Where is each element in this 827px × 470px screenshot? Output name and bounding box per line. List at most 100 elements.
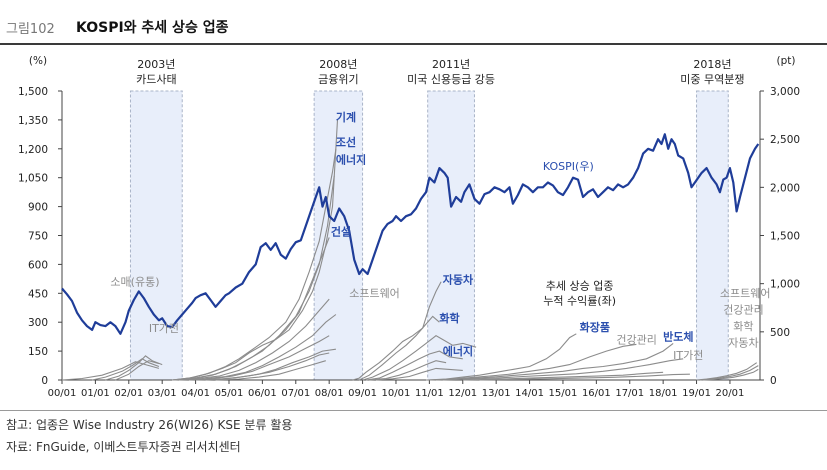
right-tick-label: 2,500 bbox=[770, 134, 800, 146]
sector-label: 건설 bbox=[331, 225, 351, 239]
shaded-period-year: 2008년 bbox=[319, 58, 357, 71]
sector-label: IT가전 bbox=[673, 349, 703, 362]
sector-label: 에너지 bbox=[336, 152, 366, 166]
shaded-period-year: 2018년 bbox=[693, 58, 731, 71]
left-tick-label: 450 bbox=[28, 288, 48, 300]
right-tick-label: 3,000 bbox=[770, 86, 800, 98]
sector-line-25 bbox=[479, 373, 690, 381]
sector-line-3 bbox=[115, 360, 160, 381]
sector-line-7 bbox=[172, 237, 330, 381]
left-tick-label: 1,350 bbox=[18, 115, 48, 127]
x-tick-label: 05/01 bbox=[215, 388, 244, 399]
left-tick-label: 600 bbox=[28, 259, 48, 271]
sector-line-2 bbox=[105, 355, 163, 381]
sector-line-24 bbox=[462, 371, 664, 381]
x-tick-label: 08/01 bbox=[315, 388, 344, 399]
x-tick-label: 06/01 bbox=[248, 388, 277, 399]
sector-label: 에너지 bbox=[443, 344, 473, 358]
header-divider bbox=[0, 43, 827, 45]
x-tick-label: 20/01 bbox=[716, 388, 745, 399]
sector-line-23 bbox=[442, 358, 684, 381]
source-note: 자료: FnGuide, 이베스트투자증권 리서치센터 bbox=[6, 440, 241, 454]
left-tick-label: 1,200 bbox=[18, 144, 48, 156]
shaded-period-2 bbox=[427, 90, 475, 381]
x-tick-label: 19/01 bbox=[682, 388, 711, 399]
sector-line-18 bbox=[369, 360, 447, 381]
x-tick-label: 11/01 bbox=[415, 388, 444, 399]
right-tick-label: 500 bbox=[770, 327, 790, 339]
sector-line-0 bbox=[61, 361, 160, 381]
sector-line-21 bbox=[429, 343, 637, 381]
sector-label: 화장품 bbox=[580, 320, 610, 334]
sector-label: 건강관리 bbox=[723, 304, 763, 317]
x-tick-label: 18/01 bbox=[649, 388, 678, 399]
x-tick-label: 02/01 bbox=[114, 388, 143, 399]
figure-number: 그림102 bbox=[6, 22, 55, 37]
sector-line-20 bbox=[425, 333, 577, 381]
sector-label: 반도체 bbox=[663, 330, 693, 344]
right-tick-label: 1,000 bbox=[770, 279, 800, 291]
left-tick-label: 0 bbox=[41, 375, 48, 387]
sector-line-12 bbox=[205, 352, 330, 381]
sector-line-5 bbox=[172, 148, 337, 381]
x-tick-label: 13/01 bbox=[482, 388, 511, 399]
sector-line-10 bbox=[188, 335, 330, 381]
shaded-period-label: 미국 신용등급 강등 bbox=[407, 73, 495, 86]
x-tick-label: 12/01 bbox=[448, 388, 477, 399]
x-tick-label: 07/01 bbox=[281, 388, 310, 399]
x-tick-label: 00/01 bbox=[48, 388, 77, 399]
sector-line-14 bbox=[352, 281, 442, 381]
sector-line-22 bbox=[435, 342, 674, 381]
sector-label: 조선 bbox=[336, 135, 356, 149]
sector-line-19 bbox=[375, 367, 463, 381]
reference-note: 참고: 업종은 Wise Industry 26(WI26) KSE 분류 활용 bbox=[6, 418, 293, 432]
right-axis-unit: (pt) bbox=[777, 55, 796, 67]
left-tick-label: 1,500 bbox=[18, 86, 48, 98]
figure-title: KOSPI와 추세 상승 업종 bbox=[76, 20, 229, 36]
sector-line-15 bbox=[358, 315, 440, 381]
shaded-period-year: 2003년 bbox=[137, 58, 175, 71]
x-tick-label: 16/01 bbox=[582, 388, 611, 399]
sector-line-13 bbox=[215, 360, 326, 381]
sector-label: 소프트웨어 bbox=[349, 287, 400, 300]
shaded-period-0 bbox=[129, 90, 183, 381]
left-tick-label: 300 bbox=[28, 317, 48, 329]
shaded-period-year: 2011년 bbox=[432, 58, 470, 71]
sector-line-17 bbox=[365, 350, 463, 381]
sector-line-9 bbox=[178, 314, 337, 381]
shaded-period-label: 카드사태 bbox=[136, 73, 176, 86]
left-tick-label: 150 bbox=[28, 346, 48, 358]
left-tick-label: 750 bbox=[28, 231, 48, 243]
sector-line-4 bbox=[172, 119, 339, 381]
sector-label: 기계 bbox=[336, 110, 356, 124]
shaded-period-3 bbox=[696, 90, 729, 381]
x-tick-label: 10/01 bbox=[382, 388, 411, 399]
sector-label: 건강관리 bbox=[616, 333, 656, 346]
sector-label: 소프트웨어 bbox=[720, 287, 771, 300]
right-tick-label: 1,500 bbox=[770, 231, 800, 243]
sector-label: 화학 bbox=[439, 311, 459, 325]
x-tick-label: 15/01 bbox=[549, 388, 578, 399]
sector-label: 소매(유통) bbox=[110, 276, 159, 289]
shaded-period-1 bbox=[313, 90, 364, 381]
sector-label: 자동차 bbox=[728, 336, 758, 349]
left-tick-label: 900 bbox=[28, 202, 48, 214]
shaded-period-label: 금융위기 bbox=[318, 73, 358, 86]
figure-header: 그림102 KOSPI와 추세 상승 업종 bbox=[0, 0, 827, 42]
x-tick-label: 01/01 bbox=[81, 388, 110, 399]
sector-label: IT가전 bbox=[149, 322, 179, 335]
x-tick-label: 17/01 bbox=[615, 388, 644, 399]
left-tick-label: 1,050 bbox=[18, 173, 48, 185]
annotation-text: 누적 수익률(좌) bbox=[543, 294, 616, 307]
right-tick-label: 0 bbox=[770, 375, 777, 387]
sector-line-1 bbox=[91, 358, 160, 381]
left-axis-unit: (%) bbox=[29, 55, 47, 67]
x-tick-label: 04/01 bbox=[181, 388, 210, 399]
sector-line-8 bbox=[172, 298, 330, 381]
x-tick-label: 03/01 bbox=[148, 388, 177, 399]
kospi-label: KOSPI(우) bbox=[543, 160, 594, 173]
kospi-line bbox=[61, 133, 760, 335]
sector-label: 화학 bbox=[733, 320, 753, 333]
shaded-period-label: 미중 무역분쟁 bbox=[680, 73, 744, 86]
